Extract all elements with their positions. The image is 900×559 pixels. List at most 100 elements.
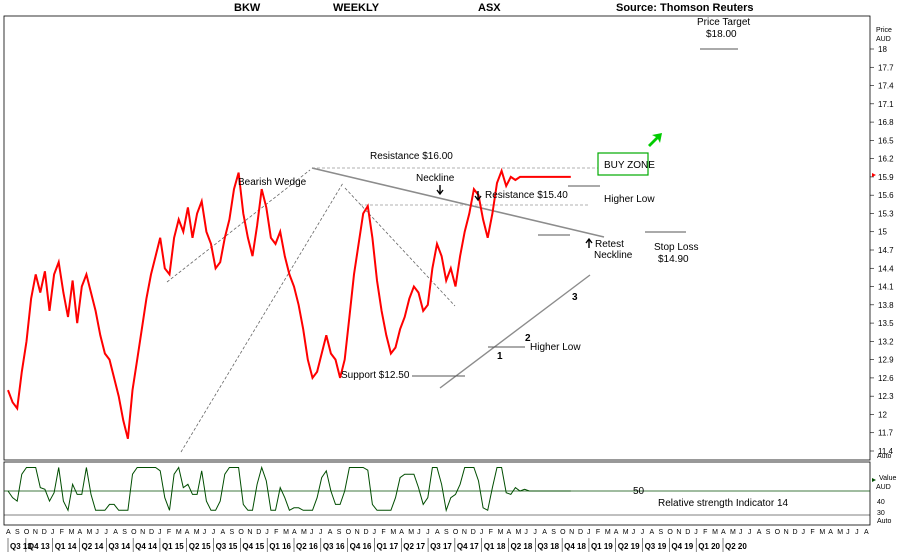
price-tick-label: 13.5 [878,319,894,328]
month-label: N [569,529,574,536]
month-label: J [748,529,752,536]
month-label: D [149,529,154,536]
quarter-label: Q1 18 [484,542,506,551]
month-label: M [301,529,307,536]
month-label: J [104,529,108,536]
month-label: F [703,529,707,536]
price-tick-label: 15.3 [878,209,894,218]
price-panel-frame [4,16,870,460]
month-label: D [42,529,47,536]
price-tick-label: 15 [878,228,887,237]
month-label: A [542,529,547,536]
month-label: F [810,529,814,536]
rising-support-line [440,275,590,388]
month-label: S [337,529,342,536]
quarter-label: Q4 14 [135,542,157,551]
resistance-16-label: Resistance $16.00 [370,151,453,162]
rsi-axis-title: Value [879,475,896,482]
price-axis-unit: AUD [876,36,891,43]
month-label: A [6,529,11,536]
month-label: O [238,529,244,536]
month-label: J [533,529,537,536]
quarter-label: Q2 15 [189,542,211,551]
month-label: S [766,529,771,536]
month-label: J [739,529,743,536]
month-label: J [587,529,591,536]
month-label: A [864,529,869,536]
quarter-label: Q3 18 [537,542,559,551]
month-label: N [355,529,360,536]
price-tick-label: 11.7 [878,429,894,438]
quarter-label: Q4 18 [564,542,586,551]
month-label: F [274,529,278,536]
month-label: J [417,529,421,536]
support-label: Support $12.50 [341,370,410,381]
quarter-label: Q4 13 [28,542,50,551]
month-label: S [658,529,663,536]
month-label: A [399,529,404,536]
quarter-label: Q1 19 [591,542,613,551]
month-label: S [551,529,556,536]
month-label: J [426,529,430,536]
price-tick-label: 16.5 [878,136,894,145]
month-label: M [194,529,200,536]
month-label: S [122,529,127,536]
price-tick-label: 17.4 [878,82,894,91]
quarter-label: Q1 17 [376,542,398,551]
month-label: J [95,529,99,536]
month-label: J [319,529,323,536]
price-tick-label: 12.9 [878,356,894,365]
month-label: J [158,529,162,536]
month-label: A [78,529,83,536]
month-label: S [15,529,20,536]
month-label: O [775,529,781,536]
quarter-label: Q1 20 [698,542,720,551]
price-tick-label: 17.7 [878,63,894,72]
month-label: M [730,529,736,536]
month-label: M [837,529,843,536]
month-label: F [381,529,385,536]
stop-loss-label: Stop Loss [654,242,698,253]
price-tick-label: 12 [878,410,887,419]
month-label: J [641,529,645,536]
buy-arrow-icon [648,133,662,147]
neckline-line [312,168,604,237]
price-tick-label: 15.6 [878,191,894,200]
price-current-marker-icon [872,173,876,177]
higher-low-top-label: Higher Low [604,194,655,205]
price-axis-title: Price [876,27,892,34]
month-label: A [614,529,619,536]
rsi-auto-label: Auto [877,518,892,525]
month-label: J [372,529,376,536]
month-label: A [650,529,655,536]
quarter-label: Q3 15 [216,542,238,551]
quarter-label: Q1 16 [269,542,291,551]
month-label: N [33,529,38,536]
price-target-value: $18.00 [706,29,737,40]
quarter-label: Q3 14 [108,542,130,551]
wave-3-label: 3 [572,292,578,303]
month-label: D [793,529,798,536]
month-label: O [560,529,566,536]
month-label: O [24,529,30,536]
price-tick-label: 13.2 [878,337,894,346]
higher-low-bottom-label: Higher Low [530,342,581,353]
month-label: O [346,529,352,536]
month-label: D [471,529,476,536]
month-label: J [694,529,698,536]
month-label: N [247,529,252,536]
stop-loss-value: $14.90 [658,254,689,265]
month-label: M [390,529,396,536]
price-target-label: Price Target [697,17,750,28]
month-label: A [292,529,297,536]
month-label: M [623,529,629,536]
quarter-label: Q2 18 [511,542,533,551]
price-axis-ticks: 11.4 11.7 12 12.3 12.6 12.9 13.2 13.5 13.8 14.1 14… [870,45,894,456]
header-exchange: ASX [478,2,501,14]
quarter-label: Q2 17 [403,542,425,551]
quarter-label: Q2 16 [296,542,318,551]
month-label: M [712,529,718,536]
month-label: F [60,529,64,536]
month-label: A [221,529,226,536]
